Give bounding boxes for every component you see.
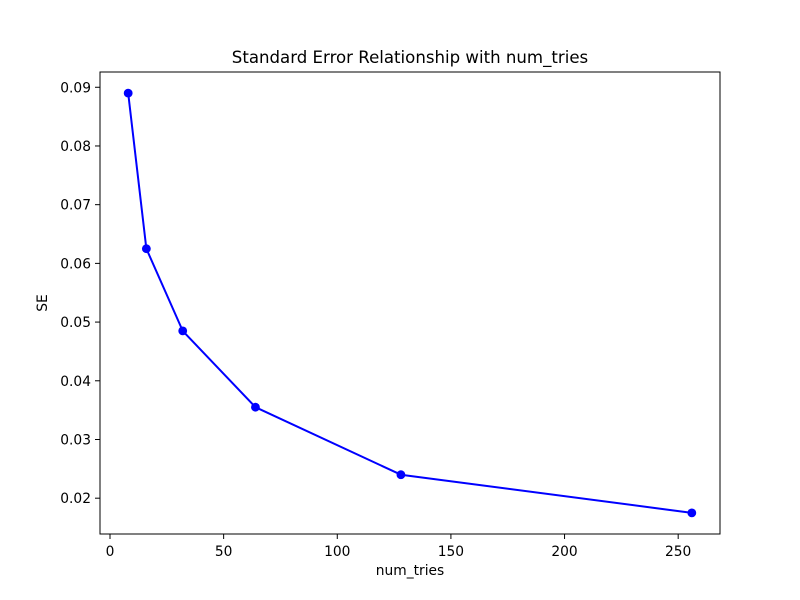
x-tick-label: 150: [438, 544, 464, 560]
x-axis-label: num_tries: [376, 563, 444, 579]
y-tick-label: 0.05: [60, 315, 91, 331]
x-tick-label: 100: [324, 544, 350, 560]
series-line: [127, 92, 693, 514]
data-point-marker: [687, 508, 697, 518]
axes: 0 50 100 150 200 250 0.02 0.03 0.04 0.05 0.06 0.07 0…: [60, 71, 721, 560]
plot-frame: [99, 71, 721, 535]
chart-title: Standard Error Relationship with num_tri…: [232, 48, 588, 68]
x-tick-label: 250: [665, 544, 691, 560]
y-axis-label: SE: [35, 294, 51, 311]
data-point-marker: [178, 326, 188, 336]
x-tick-label: 50: [215, 544, 233, 560]
y-tick-label: 0.07: [60, 198, 91, 214]
data-point-marker: [123, 88, 133, 98]
y-tick-label: 0.08: [60, 139, 91, 155]
y-tick-label: 0.04: [60, 374, 91, 390]
data-point-marker: [141, 244, 151, 254]
data-point-marker: [396, 470, 406, 480]
data-series: [123, 88, 697, 518]
y-tick-label: 0.09: [60, 80, 91, 96]
y-tick-label: 0.02: [60, 491, 91, 507]
x-tick-label: 200: [551, 544, 577, 560]
y-tick-label: 0.03: [60, 432, 91, 448]
y-tick-label: 0.06: [60, 256, 91, 272]
data-point-marker: [251, 402, 260, 412]
x-tick-label: 0: [106, 544, 115, 560]
